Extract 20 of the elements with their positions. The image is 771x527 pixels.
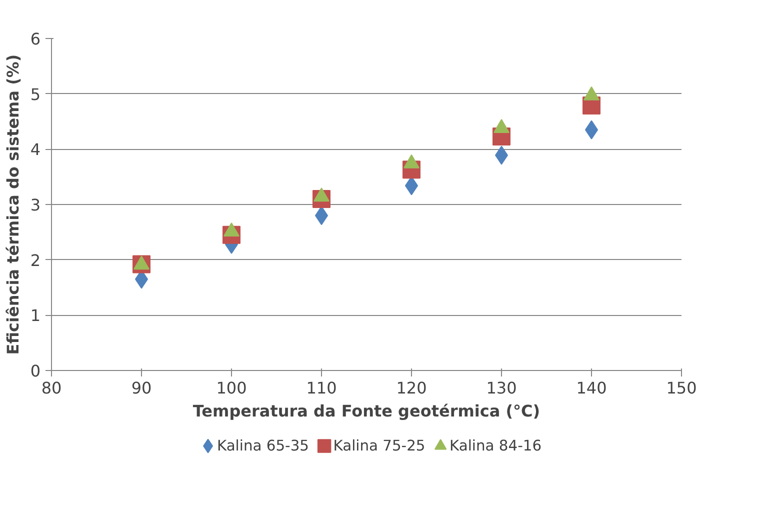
legend-label: Kalina 65-35	[216, 438, 309, 454]
legend-label: Kalina 84-16	[450, 438, 542, 454]
legend-label: Kalina 75-25	[333, 438, 426, 454]
x-axis-title: Temperatura da Fonte geotérmica (°C)	[192, 402, 540, 420]
y-tick-label: 3	[30, 196, 41, 214]
x-tick-label: 130	[486, 378, 517, 398]
y-tick-label: 6	[30, 30, 41, 48]
y-tick-label: 5	[30, 84, 41, 104]
x-tick-label: 80	[41, 378, 62, 398]
y-tick-label: 0	[30, 362, 41, 380]
x-tick-label: 110	[306, 378, 337, 398]
y-tick-label: 4	[30, 140, 41, 160]
y-axis-title: Eficiência térmica do sistema (%)	[3, 54, 22, 355]
x-tick-label: 90	[131, 378, 152, 398]
x-tick-label: 120	[396, 378, 427, 398]
y-tick-label: 1	[30, 306, 41, 326]
x-tick-label: 100	[216, 378, 247, 398]
y-tick-label: 2	[30, 250, 41, 270]
x-tick-label: 150	[666, 378, 697, 398]
x-tick-label: 140	[576, 378, 607, 398]
